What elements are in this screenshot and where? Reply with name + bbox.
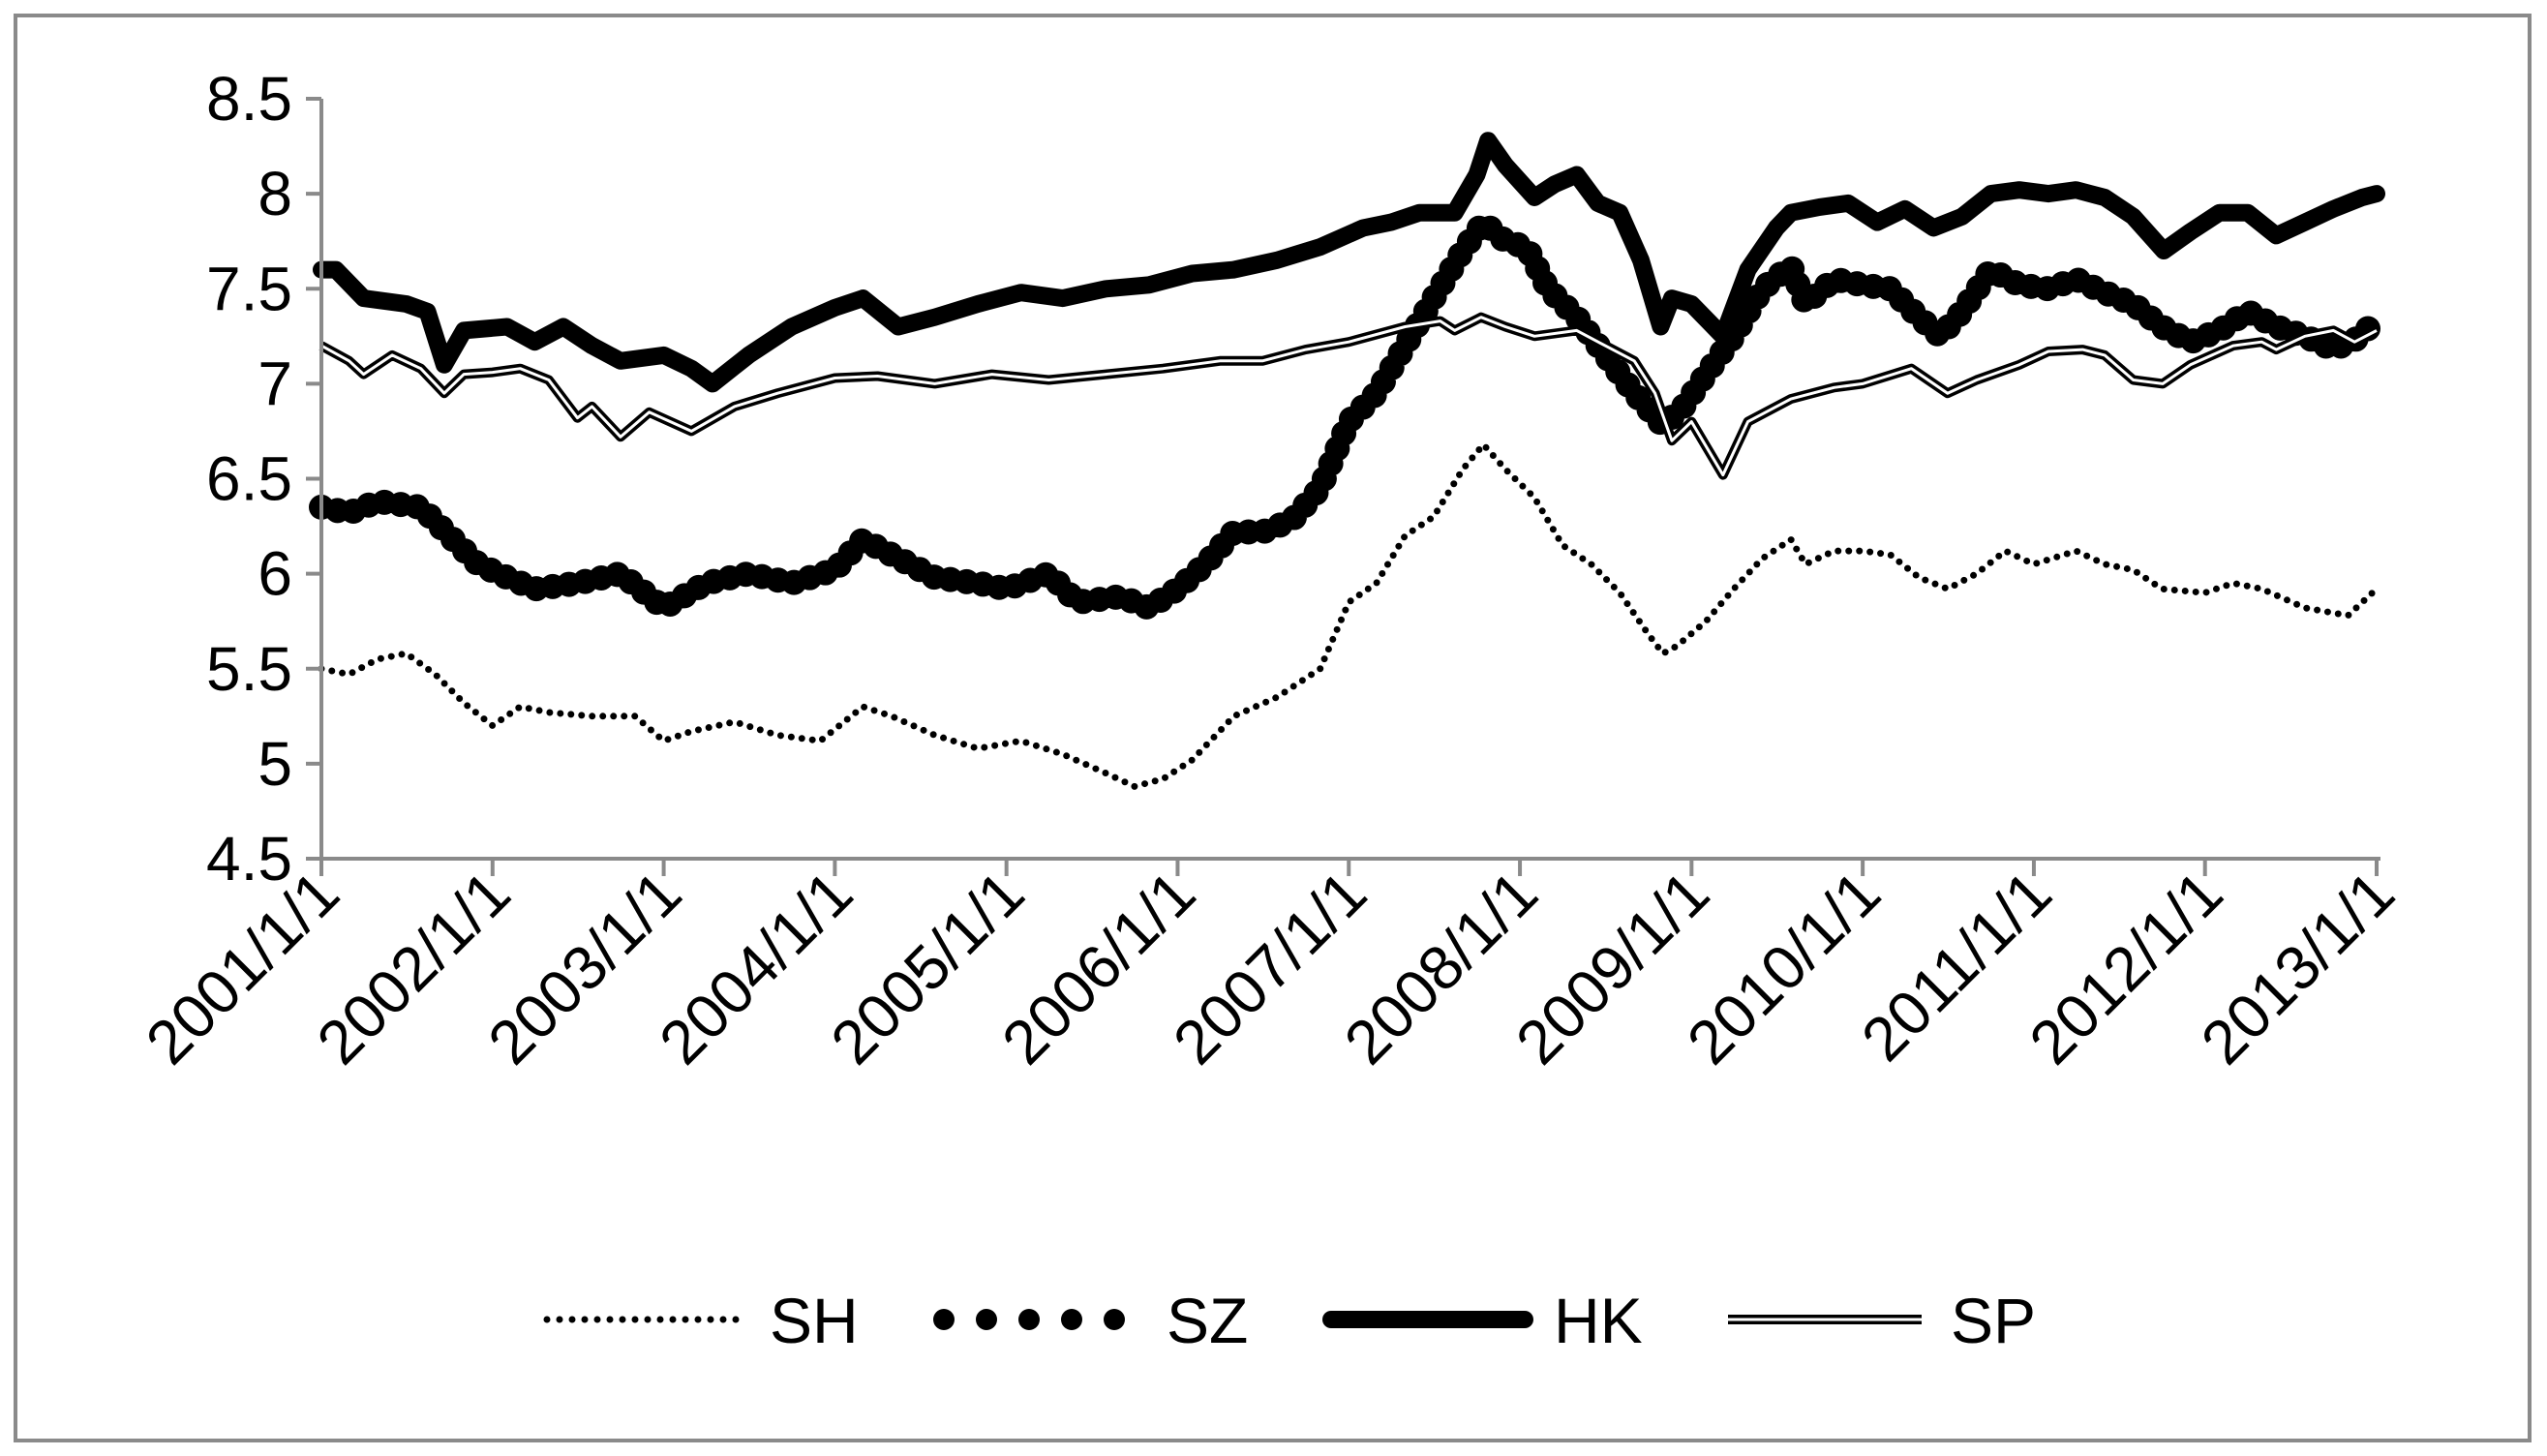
- series-sz-line: [309, 209, 2389, 621]
- y-tick-label: 6.5: [206, 444, 292, 514]
- legend-hk-label: HK: [1554, 1285, 1643, 1356]
- x-tick-label: 2013/1/1: [2188, 858, 2408, 1077]
- series-hk-line: [313, 132, 2385, 393]
- y-tick-label: 8: [258, 159, 292, 228]
- series-sp-line-inner: [320, 316, 2378, 477]
- series-layer: [309, 132, 2389, 790]
- y-tick-label: 5.5: [206, 634, 292, 704]
- y-tick-label: 7: [258, 349, 292, 418]
- legend-sp-label: SP: [1951, 1285, 2036, 1356]
- y-tick-label: 4.5: [206, 824, 292, 894]
- legend-sh-label: SH: [770, 1285, 859, 1356]
- y-tick-label: 5: [258, 729, 292, 799]
- y-tick-label: 8.5: [206, 64, 292, 134]
- y-tick-label: 6: [258, 539, 292, 609]
- y-tick-label: 7.5: [206, 254, 292, 323]
- legend: SH SZ HK SP: [543, 1285, 2036, 1356]
- chart-frame: [14, 14, 2532, 1442]
- legend-sz-label: SZ: [1167, 1285, 1248, 1356]
- x-tick-label: 2010/1/1: [1674, 858, 1894, 1077]
- series-sh-line: [318, 440, 2380, 790]
